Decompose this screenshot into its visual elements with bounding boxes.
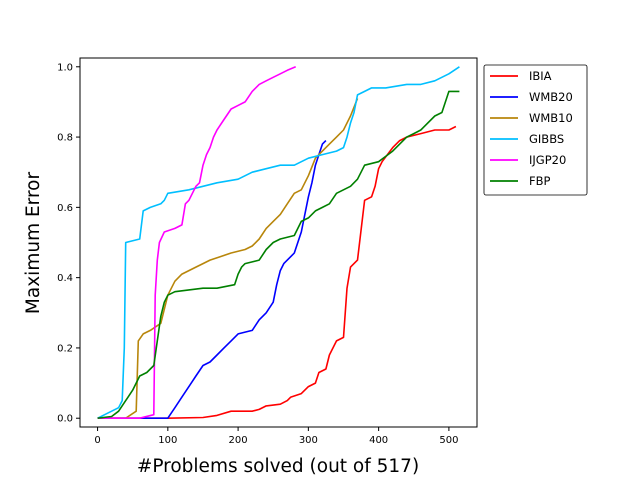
plot-frame	[79, 57, 478, 428]
series-line-ijgp20	[97, 66, 297, 419]
legend-label-gibbs: GIBBS	[529, 132, 564, 146]
x-tick-label: 100	[158, 435, 177, 446]
y-tick-label: 0.4	[57, 273, 73, 284]
legend-label-wmb10: WMB10	[529, 111, 573, 125]
y-axis-label: Maximum Error	[23, 172, 44, 315]
series-line-ibia	[97, 125, 457, 419]
y-tick-label: 0.6	[57, 203, 73, 214]
y-tick-label: 0.0	[57, 414, 73, 425]
y-axis: 0.0 0.2 0.4 0.6 0.8 1.0	[57, 62, 80, 425]
y-tick-label: 0.2	[57, 343, 73, 354]
x-tick-label: 200	[229, 435, 248, 446]
x-tick-label: 400	[369, 435, 388, 446]
series-line-wmb10	[97, 98, 359, 419]
x-axis: 0 100 200 300 400 500	[94, 427, 458, 446]
legend: IBIA WMB20 WMB10 GIBBS IJGP20 FBP	[483, 64, 588, 196]
x-tick-label: 300	[299, 435, 318, 446]
x-tick-label: 0	[94, 435, 100, 446]
legend-label-wmb20: WMB20	[529, 90, 573, 104]
x-axis-label: #Problems solved (out of 517)	[137, 456, 419, 477]
series-line-wmb20	[97, 140, 327, 419]
series-line-gibbs	[97, 66, 460, 419]
series-group	[97, 66, 460, 419]
y-tick-label: 0.8	[57, 133, 73, 144]
legend-label-ijgp20: IJGP20	[529, 153, 566, 167]
legend-label-ibia: IBIA	[529, 69, 552, 83]
x-tick-label: 500	[439, 435, 458, 446]
y-tick-label: 1.0	[57, 62, 73, 73]
legend-label-fbp: FBP	[529, 174, 551, 188]
series-line-fbp	[97, 90, 460, 419]
